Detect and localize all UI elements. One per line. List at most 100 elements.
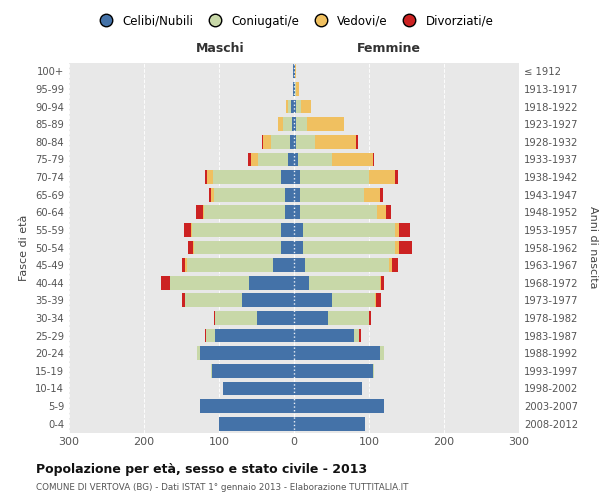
Bar	[300, 206, 377, 219]
Bar	[364, 188, 380, 202]
Bar	[301, 100, 311, 114]
Text: COMUNE DI VERTOVA (BG) - Dati ISTAT 1° gennaio 2013 - Elaborazione TUTTITALIA.IT: COMUNE DI VERTOVA (BG) - Dati ISTAT 1° g…	[36, 484, 409, 492]
Bar	[294, 188, 300, 202]
Bar	[331, 152, 373, 166]
Bar	[257, 311, 294, 325]
Bar	[263, 135, 271, 148]
Bar	[248, 152, 251, 166]
Bar	[386, 206, 391, 219]
Bar	[399, 240, 412, 254]
Bar	[291, 100, 294, 114]
Legend: Celibi/Nubili, Coniugati/e, Vedovi/e, Divorziati/e: Celibi/Nubili, Coniugati/e, Vedovi/e, Di…	[91, 11, 497, 31]
Bar	[214, 188, 285, 202]
Bar	[307, 118, 344, 131]
Bar	[331, 294, 375, 307]
Bar	[369, 311, 371, 325]
Bar	[295, 64, 296, 78]
Bar	[296, 118, 307, 131]
Bar	[206, 328, 215, 342]
Bar	[192, 223, 281, 237]
Bar	[315, 135, 356, 148]
Bar	[380, 188, 383, 202]
Bar	[170, 276, 249, 289]
Bar	[296, 100, 301, 114]
Bar	[251, 152, 258, 166]
Bar	[293, 64, 294, 78]
Text: Maschi: Maschi	[196, 42, 244, 56]
Bar	[262, 135, 263, 148]
Bar	[296, 82, 299, 96]
Bar	[203, 206, 204, 219]
Bar	[294, 118, 296, 131]
Bar	[300, 170, 369, 184]
Bar	[215, 328, 294, 342]
Bar	[184, 223, 191, 237]
Bar	[182, 258, 185, 272]
Bar	[196, 206, 203, 219]
Bar	[375, 294, 376, 307]
Bar	[294, 206, 300, 219]
Bar	[294, 258, 305, 272]
Bar	[389, 258, 392, 272]
Bar	[300, 188, 364, 202]
Bar	[295, 82, 296, 96]
Bar	[305, 258, 389, 272]
Bar	[215, 311, 257, 325]
Bar	[380, 346, 384, 360]
Bar	[392, 258, 398, 272]
Bar	[373, 152, 374, 166]
Bar	[377, 206, 386, 219]
Bar	[294, 364, 373, 378]
Text: Femmine: Femmine	[356, 42, 421, 56]
Bar	[292, 118, 294, 131]
Bar	[288, 100, 291, 114]
Bar	[281, 223, 294, 237]
Bar	[213, 170, 281, 184]
Bar	[273, 258, 294, 272]
Bar	[294, 311, 328, 325]
Bar	[249, 276, 294, 289]
Bar	[294, 399, 384, 413]
Y-axis label: Fasce di età: Fasce di età	[19, 214, 29, 280]
Bar	[294, 135, 296, 148]
Bar	[219, 417, 294, 430]
Bar	[303, 240, 395, 254]
Bar	[309, 276, 380, 289]
Bar	[290, 135, 294, 148]
Bar	[376, 294, 381, 307]
Bar	[294, 382, 361, 396]
Bar	[271, 135, 290, 148]
Bar	[211, 364, 212, 378]
Bar	[200, 346, 294, 360]
Bar	[395, 170, 398, 184]
Bar	[298, 152, 331, 166]
Bar	[294, 346, 380, 360]
Bar	[381, 276, 384, 289]
Bar	[395, 223, 399, 237]
Bar	[241, 294, 294, 307]
Bar	[211, 188, 214, 202]
Bar	[293, 82, 294, 96]
Bar	[294, 64, 295, 78]
Bar	[182, 294, 185, 307]
Bar	[380, 276, 381, 289]
Bar	[204, 206, 285, 219]
Bar	[212, 364, 294, 378]
Bar	[354, 328, 359, 342]
Y-axis label: Anni di nascita: Anni di nascita	[588, 206, 598, 289]
Bar	[207, 170, 213, 184]
Bar	[258, 152, 288, 166]
Bar	[187, 240, 193, 254]
Bar	[294, 82, 295, 96]
Bar	[294, 223, 303, 237]
Bar	[395, 240, 399, 254]
Bar	[205, 170, 207, 184]
Text: Popolazione per età, sesso e stato civile - 2013: Popolazione per età, sesso e stato civil…	[36, 462, 367, 475]
Bar	[294, 152, 298, 166]
Bar	[223, 382, 294, 396]
Bar	[209, 188, 211, 202]
Bar	[194, 240, 281, 254]
Bar	[205, 328, 206, 342]
Bar	[285, 206, 294, 219]
Bar	[281, 170, 294, 184]
